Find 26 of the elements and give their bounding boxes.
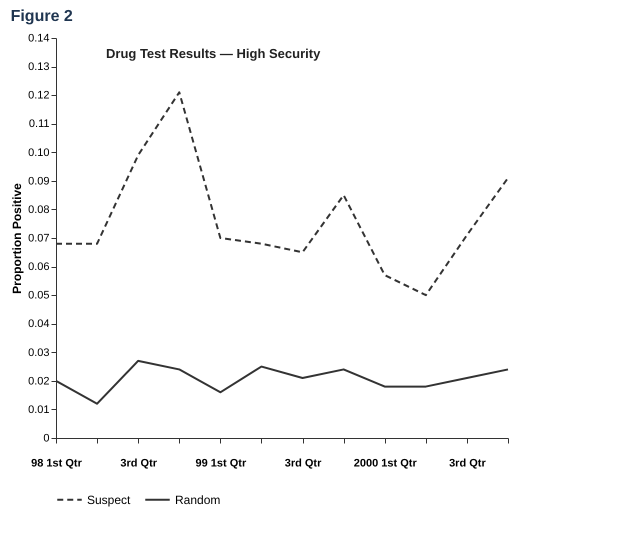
y-tick-label: 0.05: [28, 290, 50, 302]
y-tick-label: 0.01: [28, 404, 50, 416]
x-tick-label: 3rd Qtr: [284, 458, 322, 470]
x-tick-label: 3rd Qtr: [449, 458, 486, 470]
y-tick-label: 0.07: [28, 232, 50, 244]
y-tick-label: 0.12: [28, 90, 50, 102]
y-tick-label: 0.09: [28, 175, 50, 188]
y-tick-label: 0.03: [28, 346, 50, 359]
y-tick-label: 0.14: [28, 32, 50, 44]
x-tick-label: 3rd Qtr: [120, 458, 158, 470]
y-tick-label: 0.11: [28, 118, 50, 130]
y-axis-title: Proportion Positive: [10, 182, 24, 294]
y-tick-label: 0.10: [28, 146, 50, 159]
y-tick-label: 0.04: [28, 318, 50, 330]
y-tick-label: 0: [43, 432, 50, 444]
y-tick-label: 0.13: [28, 61, 50, 74]
x-tick-label: 2000 1st Qtr: [354, 458, 418, 470]
legend-label: Random: [175, 492, 220, 507]
caption: Figure 2: [10, 8, 73, 25]
x-tick-label: 98 1st Qtr: [31, 458, 83, 470]
x-tick-label: 99 1st Qtr: [195, 458, 247, 470]
legend-label: Suspect: [87, 492, 132, 507]
y-tick-label: 0.02: [28, 375, 50, 388]
y-tick-label: 0.06: [28, 261, 50, 274]
y-tick-label: 0.08: [28, 204, 50, 216]
text: Drug Test Results — High Security: [106, 46, 322, 61]
